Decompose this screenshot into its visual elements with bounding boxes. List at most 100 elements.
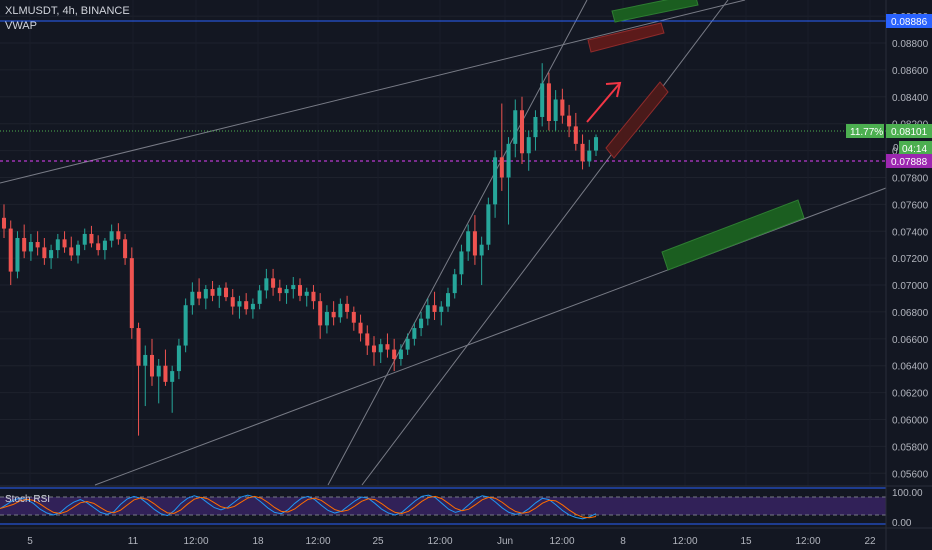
symbol-title[interactable]: XLMUSDT, 4h, BINANCE [5,5,130,17]
candle-body [587,150,592,162]
candle-body [170,371,175,382]
candle-body [479,244,484,256]
price-axis[interactable]: 0.090000.088000.086000.084000.082000.080… [892,12,929,480]
candle-body [365,333,370,346]
last-price-label: 0.08101 [891,127,928,138]
time-tick: 12:00 [549,536,574,547]
vwap-price-tag [886,154,932,168]
candle-body [371,345,377,353]
candle-body [466,231,471,252]
price-tick: 0.06800 [892,308,929,319]
stoch-rsi-pane: Stoch RSI [0,487,886,525]
indicator-label[interactable]: VWAP [5,20,37,32]
candle-body [553,99,558,122]
candlestick-series [1,63,599,436]
countdown-tag [899,141,932,155]
stop-box-upper [587,22,665,53]
candle-body [149,354,155,377]
candle-body [244,301,249,310]
candle-body [250,303,255,310]
candle-body [237,301,242,307]
candle-body [136,328,141,366]
candle-body [540,83,545,117]
candle-body [96,243,101,251]
candle-body [513,110,518,144]
candle-body [62,239,67,248]
candle-body [499,157,504,178]
candle-body [163,365,168,382]
price-tick: 0.06000 [892,415,929,426]
candle-body [264,278,269,291]
candle-body [197,291,202,299]
candle-body [123,239,128,259]
last-price-tag [886,124,932,138]
price-tick: 0.08800 [892,39,929,50]
candle-body [230,297,235,307]
stop-box-channel [605,81,669,159]
candle-body [506,143,511,178]
time-tick: 12:00 [795,536,820,547]
target-box-top [611,0,699,23]
candle-body [405,338,410,350]
candle-body [392,349,397,359]
candle-body [143,354,148,366]
candle-body [580,143,585,162]
candle-body [472,231,477,256]
price-tick: 0.07600 [892,200,929,211]
stoch-axis: 100.00 0.00 [892,488,923,529]
candle-body [210,289,215,296]
candle-body [35,242,40,248]
candle-body [297,285,303,296]
candle-body [129,258,134,329]
time-tick: Jun [497,536,513,547]
candle-body [533,116,538,138]
candle-body [28,242,33,252]
candle-body [593,137,599,151]
candle-body [378,344,383,353]
stoch-d-line [0,495,597,519]
candle-body [22,237,27,252]
candle-body [331,311,336,318]
vwap-price-label: 0.07888 [891,157,928,168]
candle-body [183,305,188,346]
price-tags: 0.08886 11.77% 0.08101 0. 04:14 0.07888 [846,14,932,168]
time-tick: 12:00 [305,536,330,547]
candle-body [203,289,208,299]
time-tick: 25 [372,536,384,547]
candle-body [69,247,74,256]
candle-body [257,290,262,304]
candle-body [8,228,13,272]
time-tick: 18 [252,536,264,547]
change-pct-label: 11.77% [850,127,883,138]
candle-body [271,278,276,288]
time-tick: 12:00 [427,536,452,547]
candle-body [15,237,20,272]
candle-body [519,110,525,154]
time-tick: 11 [128,536,139,547]
steep-support-line-1 [327,0,588,486]
candle-body [217,287,222,296]
time-tick: 12:00 [672,536,697,547]
price-tick: 0.08600 [892,66,929,77]
target-box-lower [661,199,805,271]
candle-body [338,303,343,318]
price-tick: 0.07400 [892,227,929,238]
candle-body [560,99,565,116]
stoch-band [0,497,886,515]
countdown-label: 04:14 [902,144,927,155]
price-tick: 0.06200 [892,389,929,400]
up-arrow-head [605,81,622,98]
candle-body [1,217,7,229]
up-arrow-shaft [586,82,621,123]
candle-body [176,345,181,372]
candle-body [526,137,531,154]
lower-channel-line [94,187,887,486]
change-pct-tag [846,124,884,138]
candle-body [55,239,60,251]
time-axis[interactable]: 5 11 12:00 18 12:00 25 12:00 Jun 12:00 8 12:00 15 12… [27,536,876,547]
candle-body [452,274,457,294]
candle-body [324,311,329,326]
candle-body [156,365,161,377]
